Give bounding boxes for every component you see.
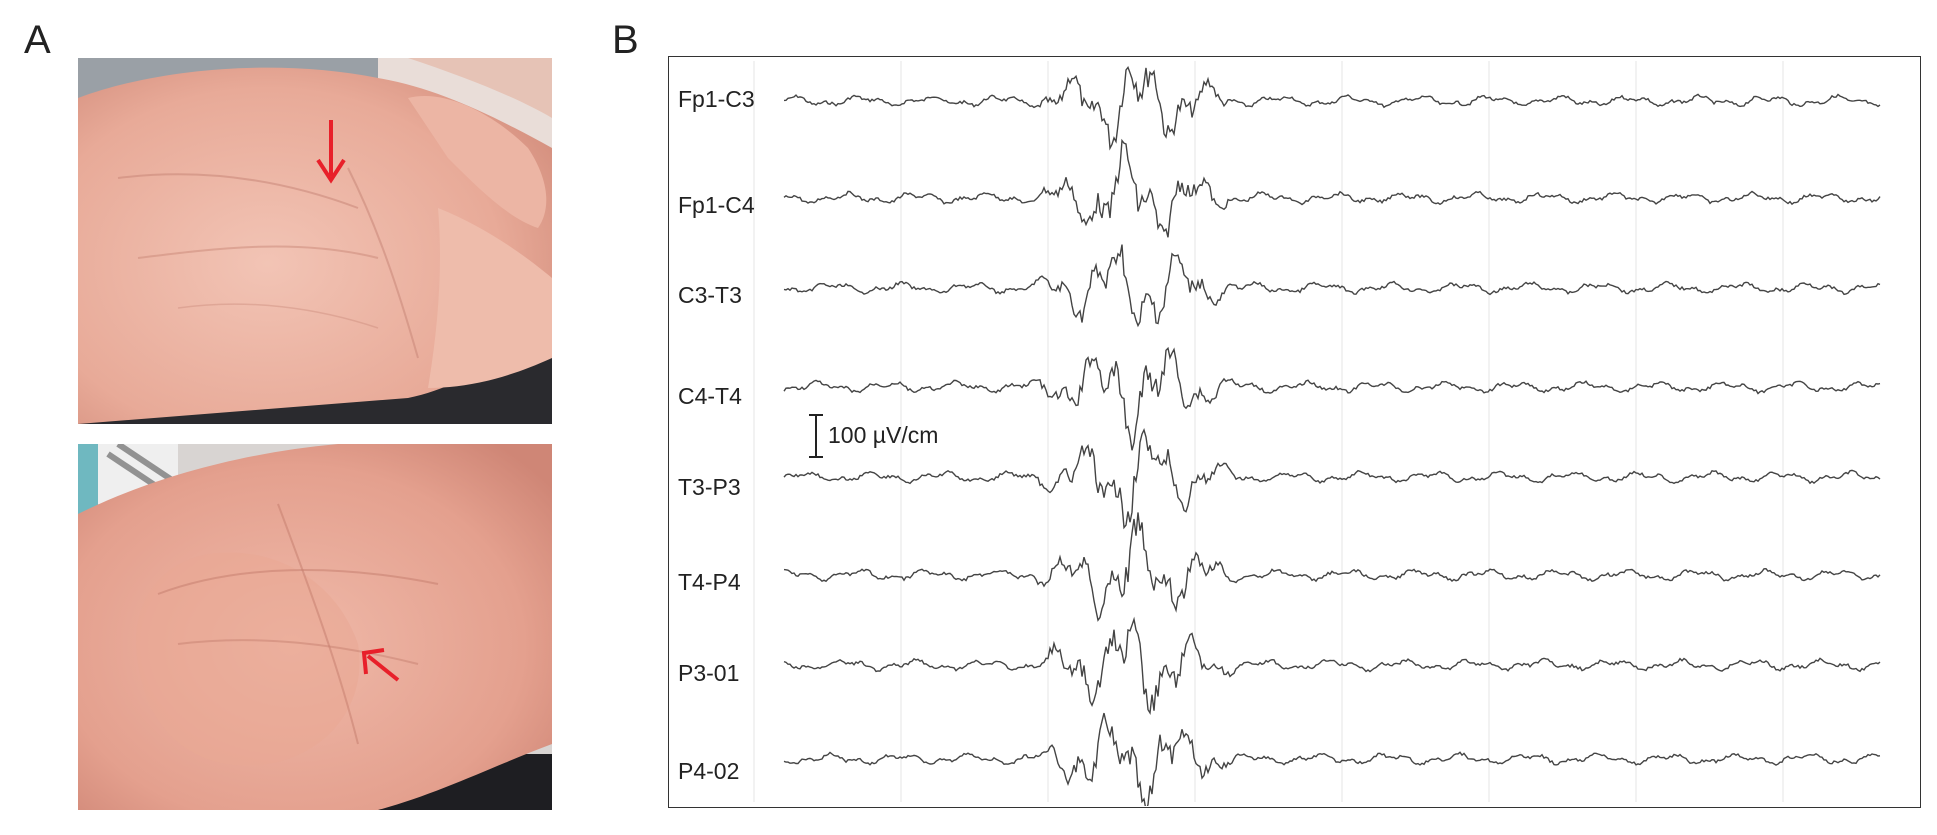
eeg-recording-panel [668, 56, 1921, 808]
panel-b-label: B [612, 18, 639, 62]
red-arrow-up-left-icon [361, 648, 400, 682]
channel-label-fp1-c4: Fp1-C4 [678, 192, 755, 218]
scale-bar-icon [809, 414, 823, 458]
channel-label-c4-t4: C4-T4 [678, 383, 742, 409]
channel-label-c3-t3: C3-T3 [678, 282, 742, 308]
channel-label-fp1-c3: Fp1-C3 [678, 86, 755, 112]
eeg-trace-p3-01 [783, 616, 1881, 715]
eeg-trace-p4-02 [783, 712, 1881, 806]
channel-label-p4-02: P4-02 [678, 758, 740, 784]
eeg-trace-t3-p3 [783, 428, 1881, 530]
scale-bar-label: 100 µV/cm [828, 422, 939, 448]
channel-label-t3-p3: T3-P3 [678, 474, 741, 500]
eeg-trace-c4-t4 [783, 346, 1881, 451]
eeg-traces [753, 61, 1881, 806]
eeg-trace-fp1-c4 [783, 138, 1881, 238]
eeg-trace-c3-t3 [783, 244, 1881, 328]
channel-label-p3-01: P3-01 [678, 660, 740, 686]
eeg-trace-t4-p4 [783, 512, 1881, 622]
red-arrow-down-icon [316, 120, 346, 184]
palm-photo-top [78, 58, 552, 424]
palm-photo-bottom [78, 444, 552, 810]
eeg-trace-fp1-c3 [783, 65, 1881, 151]
channel-label-t4-p4: T4-P4 [678, 569, 741, 595]
panel-a-label: A [24, 18, 51, 62]
